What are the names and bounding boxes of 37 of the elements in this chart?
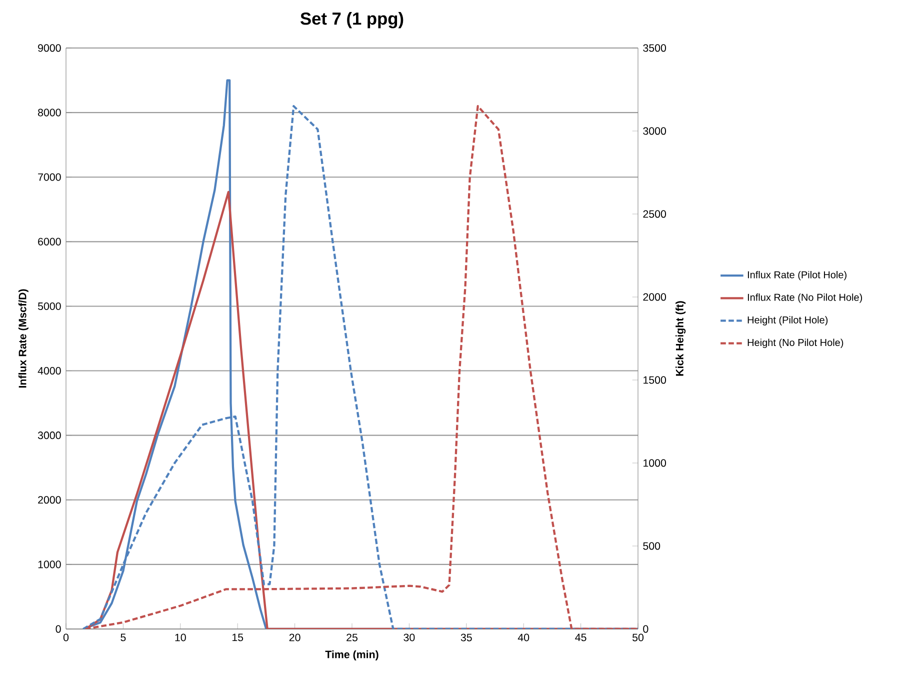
y-tick-label: 3000: [38, 432, 61, 440]
y-tick-label: 5000: [38, 302, 61, 310]
y-tick-label: 6000: [38, 238, 61, 246]
y2-tick-label: 1000: [644, 459, 666, 467]
y2-tick-label: 2000: [643, 293, 666, 301]
x-tick-label: 15: [232, 634, 244, 642]
y2-tick-label: 500: [643, 542, 660, 550]
y2-tick-label: 3500: [643, 44, 666, 52]
legend-label: Height (Pilot Hole): [748, 316, 828, 326]
x-tick-label: 25: [346, 634, 358, 642]
x-tick-label: 45: [575, 634, 586, 642]
x-tick-label: 10: [175, 634, 186, 642]
x-tick-label: 30: [404, 634, 415, 642]
y-tick-label: 2000: [38, 496, 61, 504]
y2-tick-label: 1500: [644, 376, 666, 384]
x-tick-label: 20: [289, 634, 300, 642]
y-tick-label: 7000: [38, 173, 61, 181]
legend-label: Influx Rate (Pilot Hole): [748, 270, 846, 280]
y-tick-label: 1000: [38, 560, 61, 568]
legend-label: Height (No Pilot Hole): [748, 338, 844, 348]
y-tick-label: 0: [56, 625, 61, 633]
y2-axis-title: Kick Height (ft): [676, 301, 686, 376]
x-tick-label: 0: [63, 634, 69, 642]
x-tick-label: 40: [518, 634, 530, 642]
y2-tick-label: 3000: [643, 127, 666, 135]
y-tick-label: 9000: [38, 44, 61, 52]
chart-title: Set 7 (1 ppg): [300, 12, 404, 28]
x-axis-title: Time (min): [325, 650, 378, 660]
legend-label: Influx Rate (No Pilot Hole): [748, 294, 862, 303]
y2-tick-label: 0: [643, 625, 648, 633]
y2-tick-label: 2500: [643, 210, 666, 218]
x-tick-label: 35: [460, 634, 472, 642]
y-tick-label: 4000: [38, 367, 61, 375]
y-tick-label: 8000: [38, 108, 61, 116]
x-tick-label: 5: [120, 634, 126, 642]
y-axis-title: Influx Rate (Mscf/D): [18, 289, 28, 388]
x-tick-label: 50: [632, 634, 644, 642]
